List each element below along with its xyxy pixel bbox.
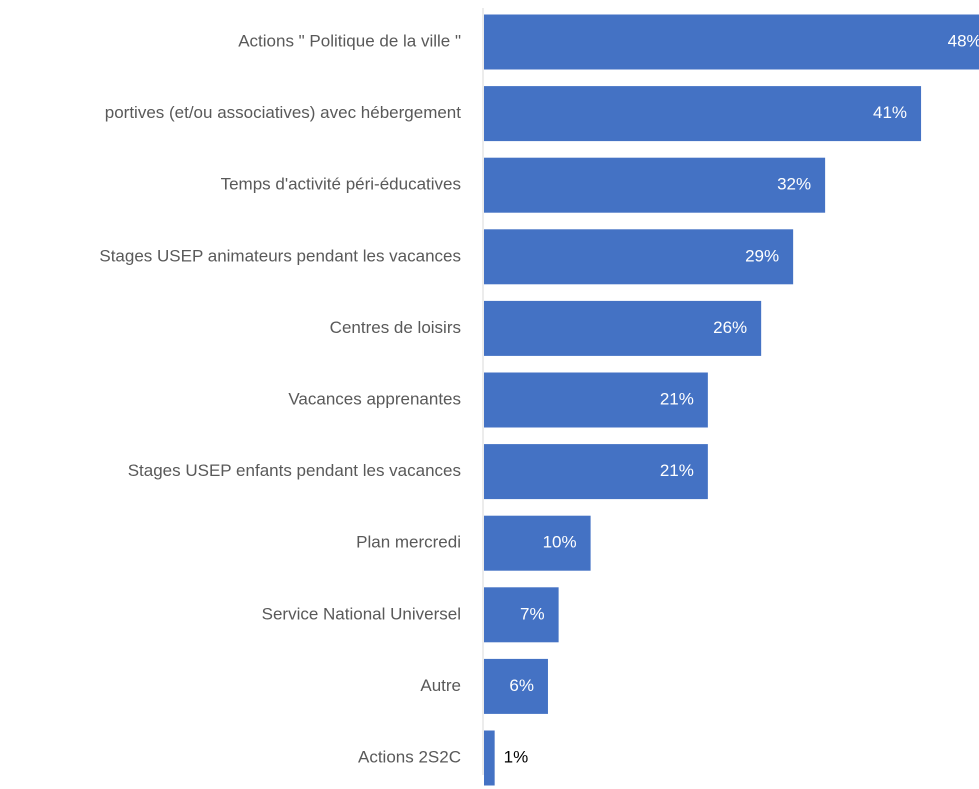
value-label: 6%: [509, 676, 534, 695]
value-label: 21%: [660, 389, 694, 408]
bar: [484, 730, 495, 786]
category-label: Actions " Politique de la ville ": [238, 31, 461, 50]
category-label: Temps d'activité péri-éducatives: [221, 175, 461, 194]
value-label: 41%: [873, 103, 907, 122]
bar: [484, 372, 708, 428]
bar: [484, 86, 922, 142]
category-label: Service National Universel: [262, 604, 461, 623]
value-label: 7%: [520, 604, 545, 623]
value-label: 48%: [948, 31, 979, 50]
category-label: Stages USEP animateurs pendant les vacan…: [99, 246, 461, 265]
value-label: 32%: [777, 175, 811, 194]
category-label: Vacances apprenantes: [288, 389, 461, 408]
value-label: 21%: [660, 461, 694, 480]
category-label: Autre: [420, 676, 461, 695]
value-label: 26%: [713, 318, 747, 337]
bar: [484, 157, 826, 213]
value-label: 29%: [745, 246, 779, 265]
bar: [484, 300, 762, 356]
category-label: Centres de loisirs: [330, 318, 461, 337]
value-label: 1%: [504, 747, 529, 766]
bar: [484, 229, 794, 285]
bar: [484, 515, 591, 571]
bar: [484, 444, 708, 500]
bar: [484, 658, 548, 714]
value-label: 10%: [543, 533, 577, 552]
category-label: Plan mercredi: [356, 533, 461, 552]
bar: [484, 587, 559, 643]
category-label: Stages USEP enfants pendant les vacances: [128, 461, 461, 480]
category-label: Actions 2S2C: [358, 747, 461, 766]
bar: [484, 14, 979, 70]
category-label: portives (et/ou associatives) avec héber…: [105, 103, 462, 122]
